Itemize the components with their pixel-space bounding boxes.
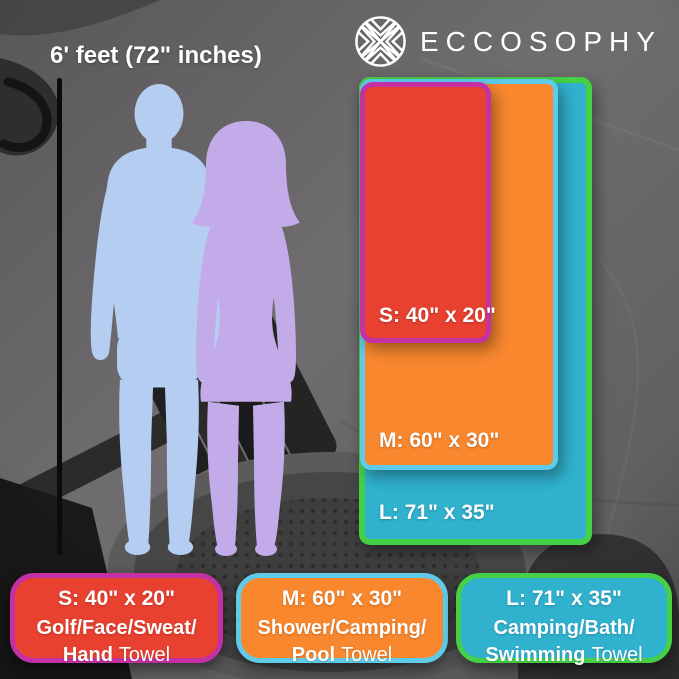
height-reference-line [57,78,62,555]
towel-m-dimensions: M: 60" x 30" [379,429,500,452]
towel-s-dimensions: S: 40" x 20" [379,304,496,327]
male-silhouette [90,84,228,556]
height-reference-label: 6' feet (72" inches) [50,42,262,69]
legend-badge-m: M: 60" x 30" Shower/Camping/ Pool Towel [236,573,448,666]
badge-l-uses: Camping/Bath/ [493,617,635,639]
badge-s-category: Hand Towel [15,644,218,667]
badge-s-category-bold: Hand [62,644,113,666]
legend-badge-s: S: 40" x 20" Golf/Face/Sweat/ Hand Towel [10,573,223,666]
badge-s-uses: Golf/Face/Sweat/ [36,617,197,639]
eccosophy-knot-icon [355,16,406,67]
badge-l-category-bold: Swimming [485,644,586,666]
badge-m-category-rest: Towel [341,644,393,666]
brand-header: ECCOSOPHY [354,15,662,68]
badge-l-dimensions: L: 71" x 35" [506,587,622,610]
badge-m-uses: Shower/Camping/ [257,617,427,639]
female-silhouette [192,120,300,557]
badge-m-category-bold: Pool [291,644,336,666]
badge-m-dimensions: M: 60" x 30" [281,587,403,610]
badge-s-dimensions: S: 40" x 20" [58,587,175,610]
badge-m-category: Pool Towel [241,644,443,667]
brand-name: ECCOSOPHY [420,25,662,57]
badge-s-category-rest: Towel [118,644,171,666]
towel-l-dimensions: L: 71" x 35" [379,501,495,524]
badge-l-category: Swimming Towel [461,644,667,667]
legend-badge-l: L: 71" x 35" Camping/Bath/ Swimming Towel [456,573,672,666]
towel-rect-s: S: 40" x 20" [360,82,496,343]
badge-l-category-rest: Towel [591,644,643,666]
